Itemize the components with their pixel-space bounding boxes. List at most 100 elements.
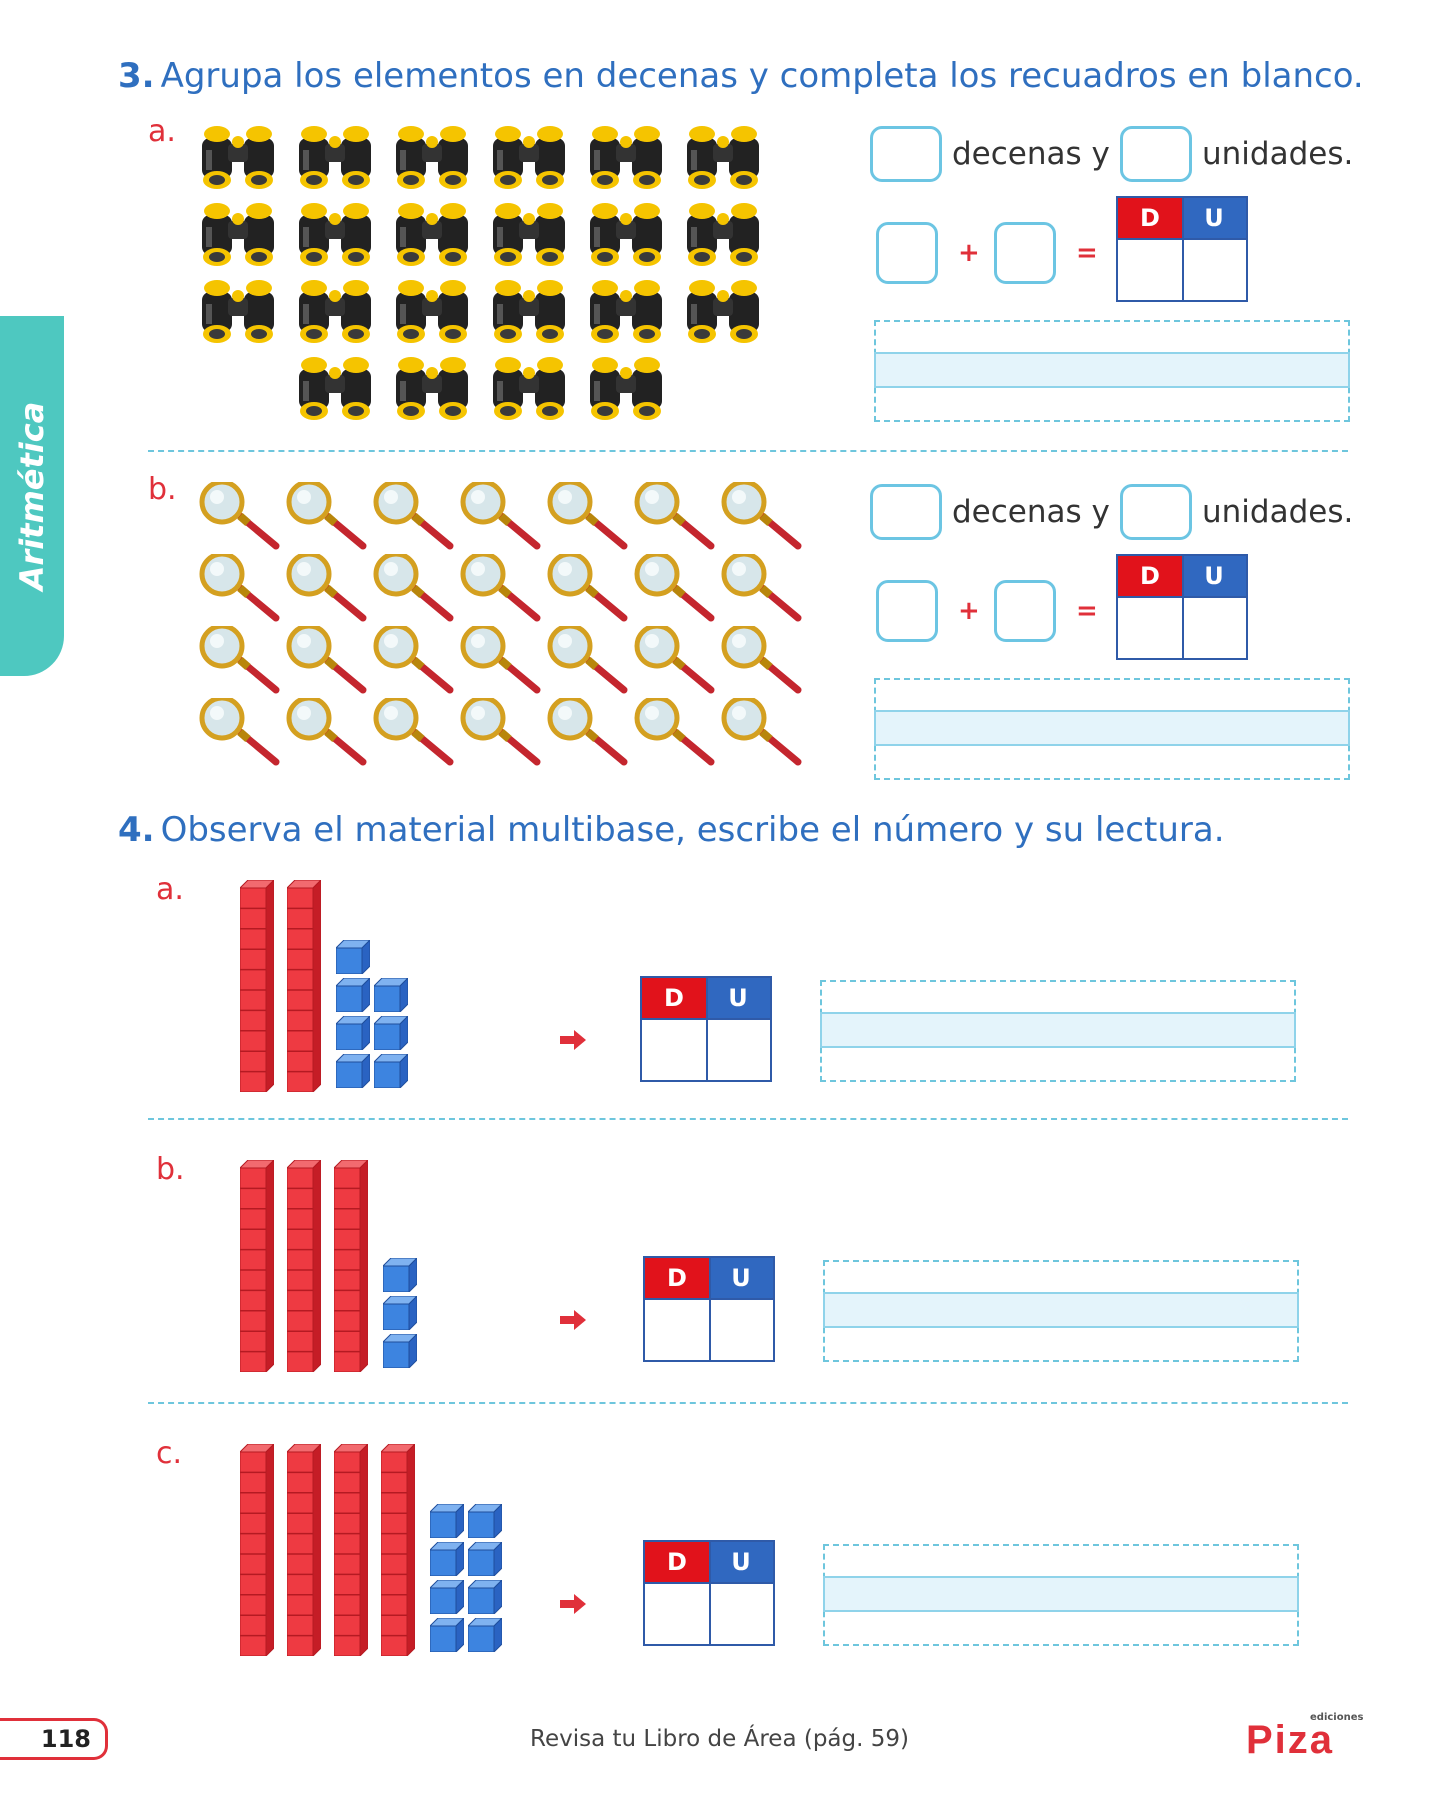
binoculars-icon (299, 126, 371, 189)
magnifying-glass-icon (460, 695, 541, 766)
unit-cube (430, 1542, 464, 1576)
arrow-right-icon (560, 1030, 586, 1050)
du-header-d: D (645, 1258, 709, 1298)
binoculars-icon (202, 280, 274, 343)
unit-cube (383, 1334, 417, 1368)
binoculars-icon (687, 126, 759, 189)
du-header-u: U (709, 1542, 773, 1582)
exercise-3-title: 3. Agrupa los elementos en decenas y comp… (118, 56, 1364, 96)
ten-rod (240, 1444, 274, 1656)
plus-sign-b: + (958, 596, 980, 626)
reading-line-3a[interactable] (874, 320, 1350, 422)
exercise-4-part-letter: b. (156, 1152, 185, 1187)
exercise-3-part-a-letter: a. (148, 114, 176, 149)
unit-cube (336, 1054, 370, 1088)
exercise-4-part-letter: c. (156, 1436, 183, 1471)
du-header-u: U (709, 1258, 773, 1298)
magnifying-glass-icon (721, 551, 802, 622)
unit-cube (374, 1016, 408, 1050)
magnifying-glass-icon (721, 695, 802, 766)
unit-cube (383, 1296, 417, 1330)
decenas-label-a: decenas y (952, 136, 1110, 172)
unit-cube (336, 978, 370, 1012)
magnifying-glass-icon (460, 623, 541, 694)
exercise-3-text: Agrupa los elementos en decenas y comple… (160, 56, 1364, 96)
addend-units-box-a[interactable] (994, 222, 1056, 284)
binoculars-icon (299, 203, 371, 266)
arrow-right-icon (560, 1594, 586, 1614)
binoculars-icon (396, 203, 468, 266)
magnifying-glass-icon (547, 695, 628, 766)
unit-cube (468, 1542, 502, 1576)
magnifying-glass-icon (547, 551, 628, 622)
exercise-3-part-b-letter: b. (148, 472, 177, 507)
addend-tens-box-a[interactable] (876, 222, 938, 284)
reading-line-4b[interactable] (823, 1260, 1299, 1362)
magnifying-glass-icon (286, 479, 367, 550)
section-tab: Aritmética (0, 316, 64, 676)
magnifying-glass-icon (199, 695, 280, 766)
unidades-box-a[interactable] (1120, 126, 1192, 182)
reading-line-4a[interactable] (820, 980, 1296, 1082)
unit-cube (336, 1016, 370, 1050)
addend-tens-box-b[interactable] (876, 580, 938, 642)
binoculars-icon (493, 357, 565, 420)
binoculars-icon (202, 203, 274, 266)
unit-cube (430, 1618, 464, 1652)
binoculars-icon (590, 126, 662, 189)
ten-rod (334, 1160, 368, 1372)
addend-units-box-b[interactable] (994, 580, 1056, 642)
binoculars-icon (687, 280, 759, 343)
unit-cube (430, 1580, 464, 1614)
unit-cube (468, 1618, 502, 1652)
du-table-3b[interactable]: D U (1116, 554, 1248, 660)
binoculars-icon (590, 280, 662, 343)
unit-cube (430, 1504, 464, 1538)
binoculars-icon (493, 280, 565, 343)
du-header-u: U (1182, 556, 1246, 596)
separator (148, 1402, 1348, 1404)
magnifying-glass-icon (286, 695, 367, 766)
section-tab-label: Aritmética (13, 401, 51, 591)
exercise-4-text: Observa el material multibase, escribe e… (160, 810, 1225, 850)
binoculars-icon (396, 126, 468, 189)
plus-sign-a: + (958, 238, 980, 268)
magnifying-glass-icon (634, 695, 715, 766)
unidades-box-b[interactable] (1120, 484, 1192, 540)
binoculars-icon (299, 357, 371, 420)
ten-rod (287, 1160, 321, 1372)
magnifying-glass-icon (199, 479, 280, 550)
arrow-right-icon (560, 1310, 586, 1330)
magnifying-glass-icon (286, 551, 367, 622)
equals-sign-a: = (1076, 238, 1098, 268)
decenas-box-a[interactable] (870, 126, 942, 182)
binoculars-icon (299, 280, 371, 343)
decenas-box-b[interactable] (870, 484, 942, 540)
magnifying-glass-icon (199, 623, 280, 694)
reading-line-3b[interactable] (874, 678, 1350, 780)
book-reference: Revisa tu Libro de Área (pág. 59) (530, 1726, 909, 1752)
du-table-3a[interactable]: D U (1116, 196, 1248, 302)
magnifying-glass-icon (721, 623, 802, 694)
ten-rod (287, 1444, 321, 1656)
du-header-u: U (706, 978, 770, 1018)
page-number: 118 (0, 1718, 108, 1760)
exercise-4-number: 4. (118, 810, 155, 850)
exercise-4-part-letter: a. (156, 872, 184, 907)
ten-rod (240, 1160, 274, 1372)
magnifying-glass-icon (460, 551, 541, 622)
binoculars-icon (493, 203, 565, 266)
unit-cube (336, 940, 370, 974)
magnifying-glass-icon (373, 695, 454, 766)
equals-sign-b: = (1076, 596, 1098, 626)
magnifying-glass-icon (634, 623, 715, 694)
magnifying-glass-icon (373, 479, 454, 550)
magnifying-glass-icon (547, 623, 628, 694)
binoculars-icon (493, 126, 565, 189)
binoculars-icon (202, 126, 274, 189)
reading-line-4c[interactable] (823, 1544, 1299, 1646)
magnifying-glass-icon (373, 623, 454, 694)
